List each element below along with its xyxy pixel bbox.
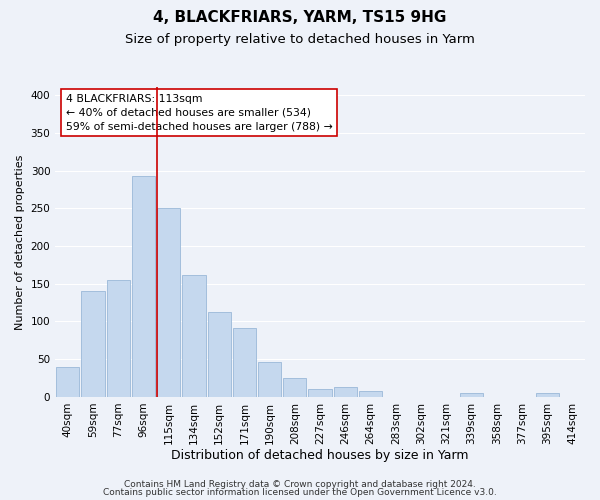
Bar: [233, 328, 256, 397]
Bar: [359, 391, 382, 397]
Bar: [258, 362, 281, 397]
Bar: [208, 312, 231, 397]
Bar: [182, 276, 206, 397]
Text: Contains HM Land Registry data © Crown copyright and database right 2024.: Contains HM Land Registry data © Crown c…: [124, 480, 476, 489]
Bar: [132, 176, 155, 397]
X-axis label: Distribution of detached houses by size in Yarm: Distribution of detached houses by size …: [172, 450, 469, 462]
Y-axis label: Number of detached properties: Number of detached properties: [15, 154, 25, 330]
Text: 4 BLACKFRIARS: 113sqm
← 40% of detached houses are smaller (534)
59% of semi-det: 4 BLACKFRIARS: 113sqm ← 40% of detached …: [66, 94, 332, 132]
Text: Size of property relative to detached houses in Yarm: Size of property relative to detached ho…: [125, 32, 475, 46]
Text: Contains public sector information licensed under the Open Government Licence v3: Contains public sector information licen…: [103, 488, 497, 497]
Bar: [107, 280, 130, 397]
Bar: [157, 208, 181, 397]
Bar: [56, 367, 79, 397]
Bar: [82, 292, 104, 397]
Bar: [334, 387, 357, 397]
Bar: [308, 390, 332, 397]
Text: 4, BLACKFRIARS, YARM, TS15 9HG: 4, BLACKFRIARS, YARM, TS15 9HG: [154, 10, 446, 25]
Bar: [460, 393, 483, 397]
Bar: [283, 378, 307, 397]
Bar: [536, 393, 559, 397]
